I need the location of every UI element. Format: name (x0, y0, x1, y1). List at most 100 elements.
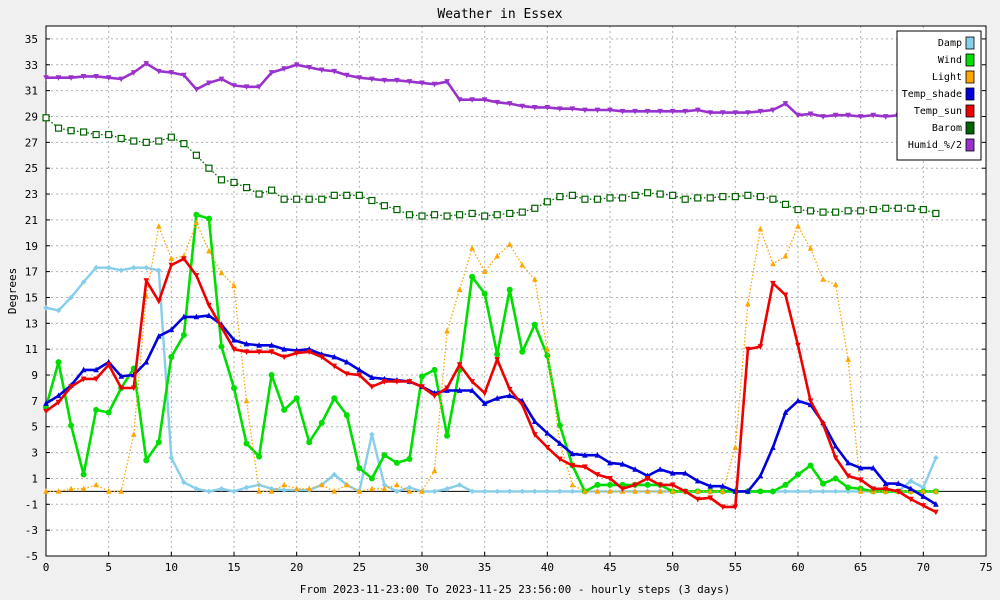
data-point (820, 114, 826, 120)
y-tick-label: 7 (31, 395, 38, 408)
data-point (168, 353, 175, 360)
data-point (506, 241, 513, 247)
data-point (720, 504, 726, 511)
data-point (569, 481, 576, 488)
data-point (582, 488, 588, 494)
data-point (882, 480, 889, 487)
y-tick-label: 13 (25, 317, 38, 330)
data-point (832, 112, 839, 119)
data-point (820, 276, 826, 282)
data-point (105, 409, 112, 416)
data-point (143, 264, 150, 271)
data-point (557, 440, 563, 446)
data-point (206, 302, 212, 309)
data-point (193, 211, 200, 218)
data-point (532, 432, 538, 438)
legend-label: Temp_sun (914, 106, 962, 117)
data-point (330, 191, 338, 199)
data-point (54, 124, 63, 132)
data-point (632, 482, 638, 489)
data-point (544, 429, 551, 436)
data-point (594, 481, 601, 488)
data-point (506, 386, 513, 393)
data-point (795, 488, 801, 495)
data-point (306, 485, 312, 492)
x-tick-label: 75 (979, 561, 992, 574)
data-point (256, 488, 262, 494)
data-point (231, 384, 237, 391)
data-point (907, 204, 915, 212)
x-tick-label: 60 (791, 561, 804, 574)
data-point (720, 110, 726, 116)
data-point (506, 488, 513, 495)
data-point (80, 376, 87, 383)
data-point (80, 279, 87, 285)
data-point (118, 267, 124, 274)
data-point (770, 444, 776, 450)
data-point (168, 255, 175, 262)
data-point (418, 212, 426, 220)
data-point (55, 399, 62, 406)
data-point (694, 107, 701, 114)
data-point (481, 290, 488, 297)
data-point (93, 406, 100, 413)
data-point (532, 276, 538, 282)
data-point (394, 481, 400, 488)
data-point (180, 140, 188, 148)
data-point (568, 191, 577, 199)
data-point (632, 488, 638, 494)
data-point (807, 488, 814, 495)
x-tick-label: 70 (917, 561, 930, 574)
y-tick-label: 25 (25, 162, 38, 175)
data-point (707, 482, 714, 489)
data-point (443, 212, 451, 220)
data-point (607, 476, 613, 482)
data-point (694, 488, 701, 494)
data-point (657, 482, 663, 489)
data-point (331, 68, 338, 75)
data-point (130, 431, 137, 437)
data-point (105, 75, 112, 81)
data-point (644, 476, 651, 482)
data-point (794, 205, 802, 214)
x-tick-labels: 0 5 10 15 20 25 30 35 40 45 50 55 60 65 70 75 (43, 561, 993, 574)
data-point (456, 97, 463, 103)
data-point (857, 207, 865, 215)
data-point (92, 130, 100, 139)
legend-swatch (965, 53, 975, 67)
data-point (230, 178, 238, 187)
data-point (781, 200, 790, 208)
legend-swatch (965, 87, 975, 101)
data-point (908, 496, 914, 503)
data-point (619, 486, 626, 492)
data-point (706, 194, 714, 202)
data-point (669, 488, 676, 494)
data-point (757, 225, 764, 232)
data-point (356, 75, 363, 81)
data-point (68, 384, 74, 390)
data-point (231, 488, 237, 495)
data-point (782, 481, 789, 488)
data-point (581, 195, 589, 203)
series-line-temp-sun (45, 257, 937, 514)
data-point (419, 373, 425, 380)
data-point (256, 453, 263, 460)
data-point (155, 137, 163, 145)
data-point (556, 193, 564, 201)
data-point (155, 439, 162, 446)
data-point (607, 107, 613, 114)
data-point (381, 452, 388, 459)
data-point (306, 349, 312, 355)
data-point (68, 485, 74, 492)
data-point (807, 245, 814, 251)
data-point (318, 419, 325, 426)
data-point (557, 106, 563, 112)
data-point (832, 475, 839, 482)
data-point (168, 262, 175, 269)
data-point (431, 467, 438, 474)
series-barom (42, 114, 940, 220)
data-point (582, 451, 588, 458)
data-point (481, 97, 488, 103)
data-point (682, 470, 688, 476)
